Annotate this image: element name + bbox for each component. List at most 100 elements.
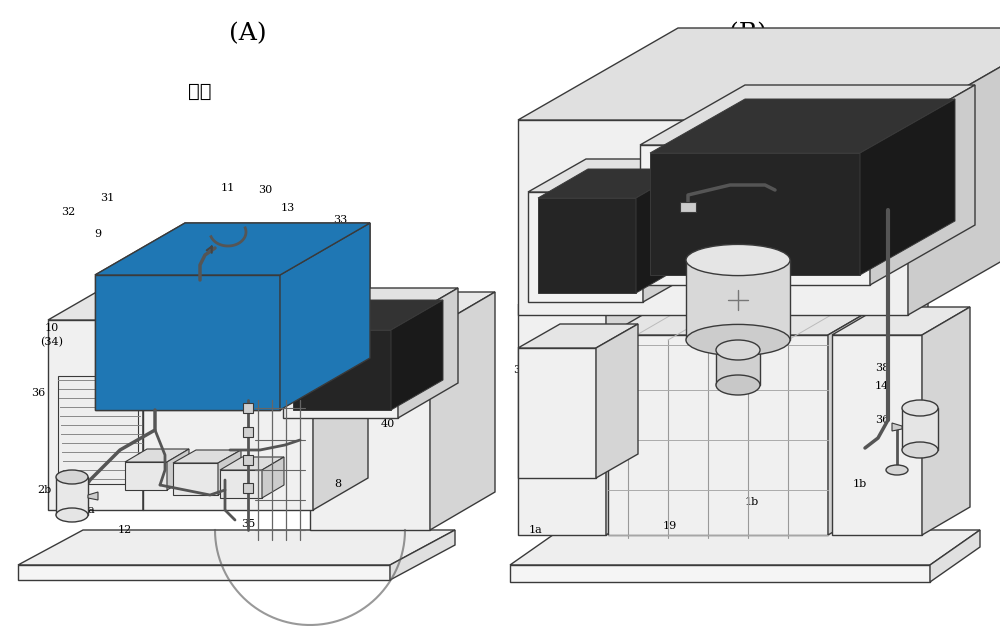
Text: 11: 11 (221, 183, 235, 193)
Text: 2a: 2a (81, 505, 95, 515)
Polygon shape (606, 277, 654, 535)
Ellipse shape (716, 375, 760, 395)
Polygon shape (143, 348, 368, 380)
Text: 32: 32 (61, 207, 75, 217)
Polygon shape (18, 530, 455, 565)
Polygon shape (88, 492, 98, 500)
Polygon shape (173, 463, 218, 495)
Polygon shape (510, 530, 980, 565)
Polygon shape (280, 223, 370, 410)
Polygon shape (293, 330, 391, 410)
Polygon shape (125, 449, 189, 462)
Ellipse shape (902, 400, 938, 416)
Polygon shape (313, 348, 368, 510)
Polygon shape (538, 198, 636, 293)
Polygon shape (870, 85, 975, 285)
Text: 19: 19 (663, 521, 677, 531)
Text: 12: 12 (118, 525, 132, 535)
Polygon shape (390, 530, 455, 580)
Text: 1b: 1b (853, 479, 867, 489)
Ellipse shape (56, 470, 88, 484)
Text: 10: 10 (45, 323, 59, 333)
Polygon shape (143, 290, 195, 510)
Polygon shape (218, 450, 241, 495)
Polygon shape (518, 28, 1000, 120)
Polygon shape (48, 290, 195, 320)
Polygon shape (280, 223, 370, 410)
Text: 30: 30 (513, 365, 527, 375)
Polygon shape (95, 223, 370, 275)
Text: 30: 30 (258, 185, 272, 195)
Text: 36: 36 (31, 388, 45, 398)
Ellipse shape (886, 465, 908, 475)
Text: 40: 40 (381, 419, 395, 429)
Text: 11: 11 (601, 187, 615, 197)
Polygon shape (596, 324, 638, 478)
Text: 36: 36 (875, 415, 889, 425)
Polygon shape (125, 462, 167, 490)
Ellipse shape (686, 245, 790, 276)
Polygon shape (283, 323, 398, 418)
Polygon shape (680, 202, 696, 212)
Polygon shape (310, 330, 430, 530)
Polygon shape (518, 120, 908, 315)
Polygon shape (518, 305, 606, 535)
Polygon shape (293, 300, 443, 330)
Text: 2b: 2b (37, 485, 51, 495)
Text: (A): (A) (229, 22, 267, 45)
Ellipse shape (56, 508, 88, 522)
Polygon shape (310, 292, 495, 330)
Polygon shape (636, 169, 686, 293)
Text: (34): (34) (40, 337, 64, 347)
Text: (B): (B) (729, 22, 767, 45)
Polygon shape (243, 455, 253, 465)
Polygon shape (922, 307, 970, 535)
Polygon shape (608, 335, 828, 535)
Text: 14: 14 (875, 381, 889, 391)
Polygon shape (832, 307, 970, 335)
Polygon shape (518, 277, 654, 305)
Polygon shape (510, 565, 930, 582)
Text: 13: 13 (549, 203, 563, 213)
Polygon shape (518, 324, 638, 348)
Polygon shape (173, 450, 241, 463)
Polygon shape (105, 236, 350, 282)
Polygon shape (930, 530, 980, 582)
Text: 9: 9 (94, 229, 102, 239)
Polygon shape (518, 348, 596, 478)
Polygon shape (902, 408, 938, 450)
Text: 38: 38 (875, 363, 889, 373)
Ellipse shape (686, 325, 790, 355)
Polygon shape (243, 483, 253, 493)
Text: 35: 35 (241, 519, 255, 529)
Polygon shape (398, 288, 458, 418)
Polygon shape (832, 335, 922, 535)
Polygon shape (56, 477, 88, 515)
Polygon shape (262, 457, 284, 498)
Ellipse shape (716, 340, 760, 360)
Text: 1a: 1a (529, 525, 543, 535)
Polygon shape (643, 159, 701, 302)
Text: 33: 33 (533, 223, 547, 233)
Polygon shape (528, 192, 643, 302)
Text: 8: 8 (334, 479, 342, 489)
Text: 排出: 排出 (188, 82, 212, 101)
Polygon shape (167, 449, 189, 490)
Polygon shape (608, 277, 928, 335)
Polygon shape (686, 260, 790, 340)
Polygon shape (430, 292, 495, 530)
Polygon shape (95, 275, 280, 410)
Text: 13: 13 (281, 203, 295, 213)
Polygon shape (908, 28, 1000, 315)
Polygon shape (243, 427, 253, 437)
Polygon shape (220, 470, 262, 498)
Polygon shape (105, 282, 270, 400)
Polygon shape (95, 275, 280, 410)
Polygon shape (220, 457, 284, 470)
Text: 32: 32 (863, 191, 877, 201)
Text: 33: 33 (333, 215, 347, 225)
Text: 31: 31 (100, 193, 114, 203)
Polygon shape (243, 403, 253, 413)
Polygon shape (18, 565, 390, 580)
Polygon shape (95, 223, 370, 275)
